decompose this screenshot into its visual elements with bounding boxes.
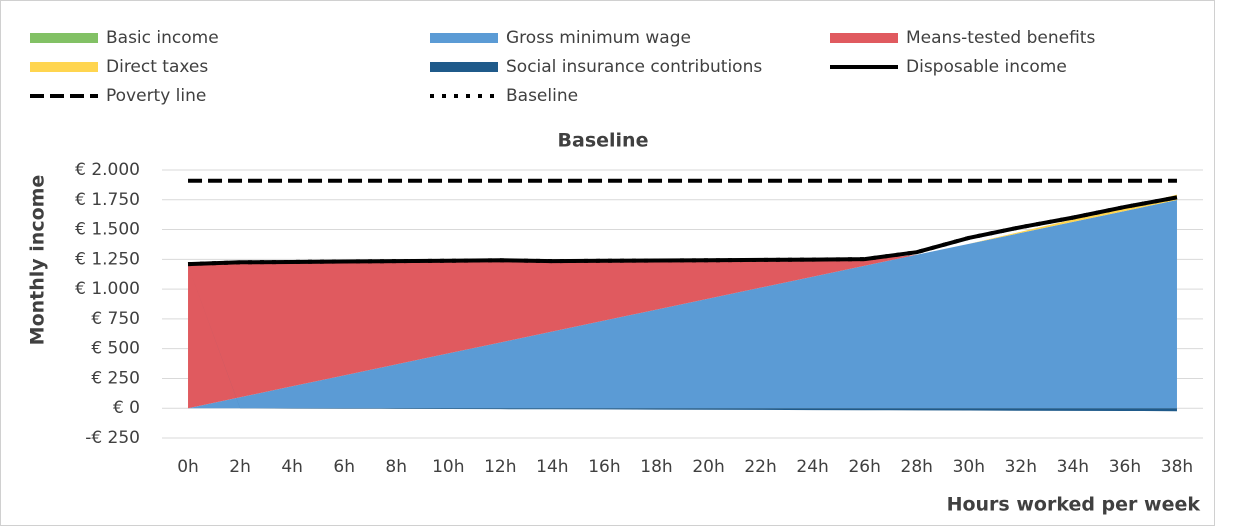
- x-tick-label: 2h: [229, 457, 251, 477]
- x-tick-label: 34h: [1057, 457, 1089, 477]
- legend-swatch: [430, 33, 498, 43]
- x-tick-label: 16h: [588, 457, 620, 477]
- x-tick-label: 26h: [848, 457, 880, 477]
- x-tick-label: 0h: [177, 457, 199, 477]
- legend-swatch: [30, 33, 98, 43]
- x-tick-label: 38h: [1161, 457, 1193, 477]
- area: [188, 200, 1177, 409]
- x-tick-label: 30h: [953, 457, 985, 477]
- x-tick-label: 24h: [796, 457, 828, 477]
- y-tick-label: € 250: [91, 368, 140, 388]
- y-tick-label: € 2.000: [75, 160, 140, 180]
- y-tick-label: € 750: [91, 309, 140, 329]
- legend-label: Direct taxes: [106, 57, 208, 77]
- y-tick-label: € 1.000: [75, 279, 140, 299]
- x-tick-label: 8h: [385, 457, 407, 477]
- y-tick-label: € 1.250: [75, 249, 140, 269]
- area: [188, 200, 1177, 409]
- legend-label: Basic income: [106, 28, 219, 48]
- chart-title: Baseline: [558, 130, 649, 152]
- y-tick-label: -€ 250: [85, 428, 140, 448]
- x-tick-label: 22h: [744, 457, 776, 477]
- legend-label: Poverty line: [106, 86, 206, 106]
- line: [187, 195, 1178, 267]
- y-tick-label: € 0: [113, 398, 140, 418]
- legend-swatch: [30, 62, 98, 72]
- x-tick-label: 6h: [333, 457, 355, 477]
- legend-swatch: [430, 62, 498, 72]
- x-tick-label: 10h: [432, 457, 464, 477]
- x-tick-label: 32h: [1005, 457, 1037, 477]
- x-tick-label: 12h: [484, 457, 516, 477]
- x-tick-label: 28h: [901, 457, 933, 477]
- x-tick-label: 4h: [281, 457, 303, 477]
- x-tick-label: 14h: [536, 457, 568, 477]
- x-tick-label: 18h: [640, 457, 672, 477]
- x-tick-label: 36h: [1109, 457, 1141, 477]
- legend-label: Social insurance contributions: [506, 57, 762, 77]
- legend-label: Disposable income: [906, 57, 1067, 77]
- legend-swatch: [830, 33, 898, 43]
- y-tick-label: € 500: [91, 339, 140, 359]
- x-tick-label: 20h: [692, 457, 724, 477]
- legend-label: Baseline: [506, 86, 578, 106]
- x-axis-label: Hours worked per week: [947, 494, 1201, 516]
- y-tick-label: € 1.750: [75, 190, 140, 210]
- legend-label: Gross minimum wage: [506, 28, 691, 48]
- legend-label: Means-tested benefits: [906, 28, 1095, 48]
- y-tick-label: € 1.500: [75, 220, 140, 240]
- y-axis-label: Monthly income: [27, 175, 49, 346]
